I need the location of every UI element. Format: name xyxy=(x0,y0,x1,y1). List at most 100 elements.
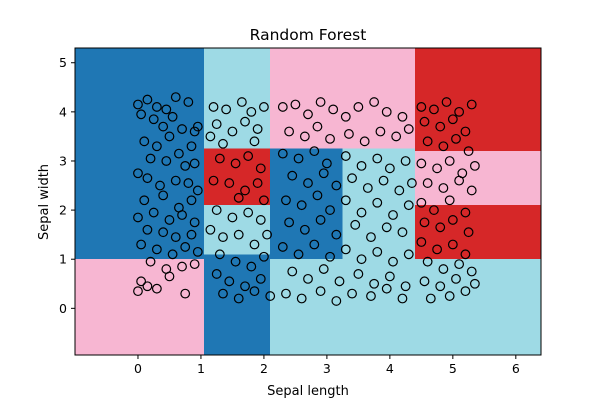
data-point xyxy=(369,278,380,289)
data-point xyxy=(249,286,260,297)
decision-regions xyxy=(75,48,541,355)
data-point xyxy=(262,229,272,240)
data-point xyxy=(388,256,398,267)
data-point xyxy=(378,175,389,186)
data-point xyxy=(255,215,266,225)
data-point xyxy=(463,146,474,157)
data-point xyxy=(303,109,313,120)
data-point xyxy=(321,158,332,169)
data-point xyxy=(447,215,458,225)
data-point xyxy=(214,153,225,164)
data-point xyxy=(454,259,465,270)
data-point xyxy=(435,281,446,292)
data-point xyxy=(356,160,367,171)
data-point xyxy=(205,224,216,235)
data-point xyxy=(151,141,162,152)
data-point xyxy=(444,195,455,206)
data-point xyxy=(218,288,228,299)
data-point xyxy=(303,178,313,188)
data-point xyxy=(400,156,411,166)
data-point xyxy=(290,99,301,110)
data-point xyxy=(158,121,169,132)
data-point xyxy=(192,185,203,196)
data-point xyxy=(158,190,169,201)
data-point xyxy=(287,170,298,181)
data-point xyxy=(293,153,304,164)
data-point xyxy=(227,126,238,137)
data-point xyxy=(233,293,244,304)
decision-region-blue xyxy=(75,48,205,260)
data-point xyxy=(155,180,165,191)
data-point xyxy=(233,229,244,240)
data-point xyxy=(429,104,439,115)
data-point xyxy=(133,286,143,297)
y-tick-label: 2 xyxy=(59,203,67,218)
data-point xyxy=(416,237,427,247)
data-point xyxy=(435,222,446,233)
data-point xyxy=(466,266,477,277)
data-point xyxy=(381,222,392,233)
data-point xyxy=(164,271,175,282)
data-point xyxy=(221,104,232,115)
data-point xyxy=(227,212,238,223)
data-point xyxy=(403,124,414,134)
data-point xyxy=(133,168,143,179)
data-point xyxy=(142,94,153,105)
y-tick-label: 4 xyxy=(59,104,67,119)
data-point xyxy=(425,293,436,304)
data-point xyxy=(451,133,461,144)
y-tick-label: 0 xyxy=(59,301,67,316)
data-point xyxy=(460,286,471,297)
data-point xyxy=(328,104,339,115)
x-axis: 0 1 2 3 4 5 6 xyxy=(134,355,520,376)
data-point xyxy=(183,178,194,188)
data-point xyxy=(356,207,367,218)
data-point xyxy=(246,106,257,117)
data-point xyxy=(180,160,191,171)
data-point xyxy=(177,124,187,134)
data-point xyxy=(148,207,159,218)
data-point xyxy=(170,175,181,186)
data-point xyxy=(444,156,455,166)
data-point xyxy=(186,229,197,240)
data-point xyxy=(249,136,260,147)
plot-frame xyxy=(74,47,542,356)
data-point xyxy=(466,185,477,196)
y-axis-label: Sepal width xyxy=(37,164,52,240)
data-point xyxy=(463,227,474,238)
decision-region-pink xyxy=(415,151,541,206)
data-point xyxy=(432,244,442,255)
data-point xyxy=(259,102,269,112)
data-point xyxy=(145,153,156,164)
data-point xyxy=(240,116,250,127)
data-point xyxy=(384,163,395,174)
data-point xyxy=(208,175,219,186)
data-point xyxy=(340,244,351,255)
data-point xyxy=(142,173,153,184)
data-point xyxy=(192,246,203,257)
data-point xyxy=(164,215,175,225)
data-point xyxy=(460,126,471,137)
data-point xyxy=(356,254,367,265)
data-point xyxy=(454,175,465,186)
data-point xyxy=(142,224,153,235)
data-point xyxy=(177,210,187,220)
data-point xyxy=(174,148,184,159)
data-point xyxy=(161,156,172,166)
data-point xyxy=(249,239,260,250)
data-point xyxy=(136,239,147,250)
data-point xyxy=(353,102,364,112)
data-point xyxy=(372,246,383,257)
data-point xyxy=(167,249,178,260)
data-point xyxy=(133,99,143,110)
data-point xyxy=(151,102,162,112)
decision-region-cyan xyxy=(342,148,416,260)
decision-region-pink xyxy=(270,48,416,149)
data-point xyxy=(391,131,402,142)
data-point xyxy=(340,195,351,206)
data-point xyxy=(344,129,354,139)
data-point xyxy=(161,104,172,115)
data-point xyxy=(252,124,263,134)
data-point xyxy=(438,183,449,193)
data-point xyxy=(422,136,433,147)
